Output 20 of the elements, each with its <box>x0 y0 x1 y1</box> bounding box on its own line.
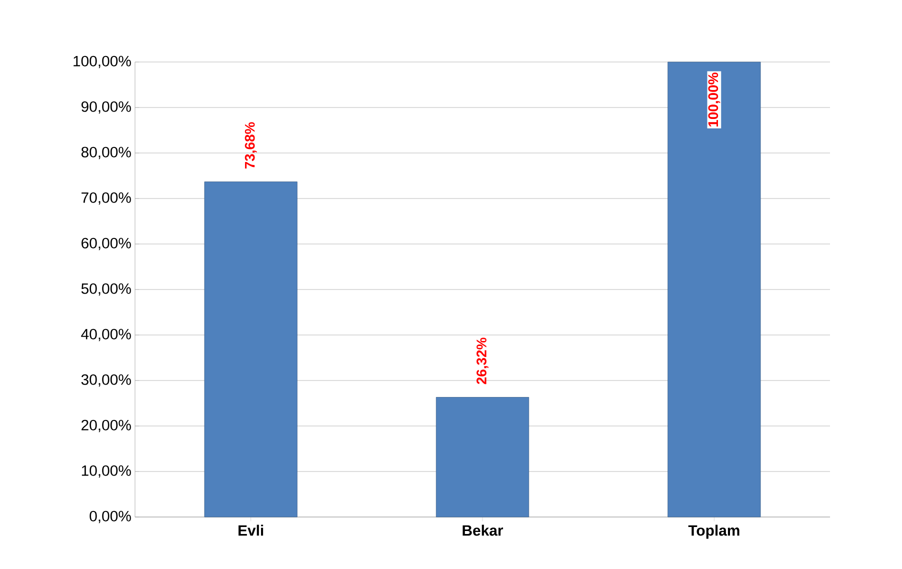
x-tick-label: Evli <box>238 524 264 536</box>
bar <box>436 397 530 518</box>
y-tick-label: 70,00% <box>82 192 131 205</box>
bar <box>668 62 761 518</box>
data-label: 100,00% <box>708 72 720 126</box>
x-tick-label: Toplam <box>688 524 740 539</box>
data-label: 73,68% <box>244 122 257 169</box>
y-tick-label: 50,00% <box>81 283 131 296</box>
y-tick-label: 40,00% <box>81 328 131 342</box>
y-tick-label: 20,00% <box>82 420 131 432</box>
y-tick-label: 60,00% <box>82 238 131 250</box>
y-tick-label: 80,00% <box>81 146 131 160</box>
y-tick-label: 30,00% <box>81 374 131 387</box>
y-tick-label: 100,00% <box>74 56 131 68</box>
y-tick-label: 10,00% <box>82 465 131 478</box>
y-tick-label: 0,00% <box>90 510 131 524</box>
bar <box>204 182 298 518</box>
data-label: 26,32% <box>476 338 488 384</box>
x-tick-label: Bekar <box>462 524 504 536</box>
y-tick-label: 90,00% <box>82 101 131 114</box>
